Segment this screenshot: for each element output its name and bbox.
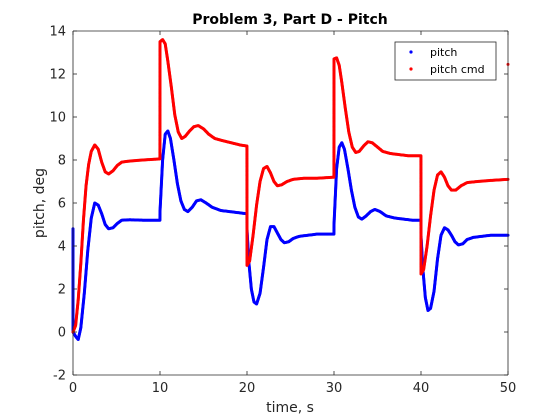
legend-marker-pitch-cmd (409, 67, 413, 71)
x-tick-label: 50 (500, 381, 517, 396)
legend: pitch pitch cmd (394, 41, 497, 81)
legend-label-pitch-cmd: pitch cmd (430, 63, 485, 76)
plot-area (73, 31, 508, 375)
y-tick-label: 8 (58, 154, 66, 169)
y-tick-label: -2 (53, 369, 66, 384)
x-tick-label: 10 (152, 381, 169, 396)
x-axis-label: time, s (266, 400, 314, 416)
x-tick-label: 20 (239, 381, 256, 396)
y-tick-label: 0 (58, 326, 66, 341)
series-layer (71, 38, 510, 342)
legend-marker-pitch (409, 50, 413, 54)
series-pitch-cmd (71, 38, 510, 334)
y-tick-label: 4 (58, 240, 66, 255)
y-tick-label: 12 (49, 68, 66, 83)
x-tick-label: 30 (326, 381, 343, 396)
x-tick-label: 40 (413, 381, 430, 396)
y-axis-label: pitch, deg (32, 168, 48, 238)
legend-label-pitch: pitch (430, 46, 457, 59)
x-tick-label: 0 (69, 381, 77, 396)
y-tick-label: 10 (49, 111, 66, 126)
y-tick-label: 6 (58, 197, 66, 212)
y-tick-label: 2 (58, 283, 66, 298)
series-pitch (71, 129, 510, 342)
legend-box (394, 41, 497, 81)
y-tick-label: 14 (49, 25, 66, 40)
chart-title: Problem 3, Part D - Pitch (192, 12, 388, 28)
